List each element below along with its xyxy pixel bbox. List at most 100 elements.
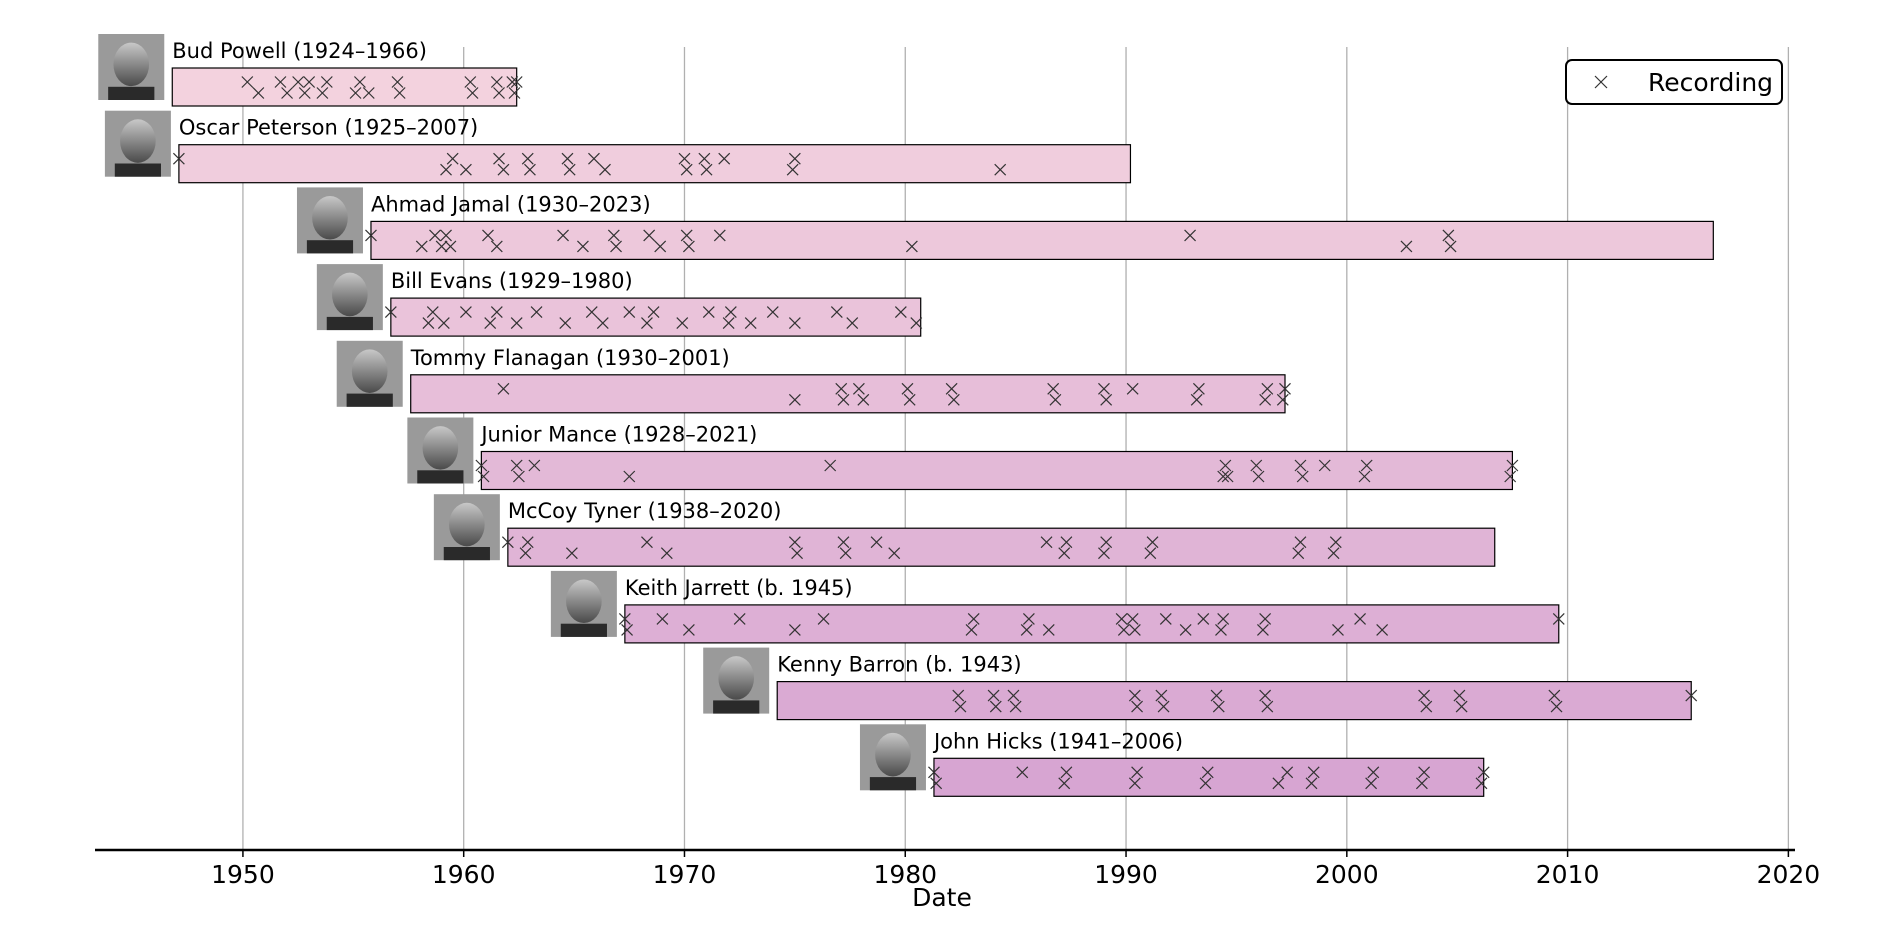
recording-marker — [384, 306, 397, 319]
x-tick-label: 1950 — [211, 860, 275, 889]
recording-marker — [444, 240, 457, 253]
recording-marker — [429, 229, 441, 242]
recording-marker — [484, 317, 497, 330]
recording-marker — [1685, 689, 1698, 702]
recording-marker — [1221, 470, 1234, 483]
recording-marker — [1128, 777, 1141, 790]
recording-marker — [508, 87, 521, 99]
recording-marker — [415, 240, 428, 253]
recording-marker — [788, 536, 801, 549]
x-tick-label: 1970 — [653, 860, 717, 889]
recording-marker — [718, 152, 731, 165]
recording-marker — [967, 612, 980, 625]
recording-marker — [1281, 766, 1294, 779]
recording-marker — [510, 317, 523, 330]
recording-marker — [1217, 612, 1230, 625]
recording-marker — [1548, 689, 1561, 702]
artist-label: Tommy Flanagan (1930–2001) — [410, 346, 730, 370]
recording-marker — [700, 163, 713, 176]
recording-marker — [493, 87, 505, 99]
recording-marker — [1400, 240, 1413, 253]
x-tick-label: 2020 — [1757, 860, 1821, 889]
recording-marker — [440, 229, 452, 242]
recording-marker — [477, 470, 490, 483]
legend-box — [1565, 59, 1783, 105]
artist-row: Tommy Flanagan (1930–2001) — [336, 340, 1291, 414]
recording-marker — [1455, 700, 1468, 713]
artist-bar — [171, 67, 518, 107]
recording-marker — [989, 700, 1002, 713]
recording-marker — [459, 306, 472, 319]
recording-marker — [702, 306, 715, 319]
recording-marker — [888, 547, 901, 560]
recording-marker — [172, 152, 185, 165]
recording-marker — [1128, 689, 1141, 702]
x-tick-label: 1990 — [1094, 860, 1158, 889]
x-tick-label: 2000 — [1315, 860, 1379, 889]
recording-marker — [435, 240, 448, 253]
recording-marker — [1453, 689, 1466, 702]
recording-marker — [1199, 777, 1212, 790]
recording-marker — [482, 229, 494, 242]
artist-row: Keith Jarrett (b. 1945) — [550, 570, 1565, 644]
recording-marker — [1060, 536, 1073, 549]
bud-powell-photo — [98, 34, 165, 100]
recording-marker — [1367, 766, 1380, 779]
recording-marker — [1552, 612, 1565, 625]
recording-marker — [1292, 547, 1305, 560]
recording-marker — [817, 612, 830, 625]
recording-marker — [766, 306, 779, 319]
recording-marker — [349, 87, 362, 99]
artist-label: Junior Mance (1928–2021) — [479, 423, 757, 447]
recording-marker — [744, 317, 757, 330]
recording-marker — [1261, 382, 1274, 395]
recording-marker — [680, 163, 693, 176]
artist-row: Kenny Barron (b. 1943) — [703, 647, 1698, 721]
recording-marker — [1098, 382, 1110, 395]
recording-marker — [1365, 777, 1378, 790]
recording-marker — [1256, 623, 1269, 636]
recording-marker — [1192, 382, 1205, 395]
recording-marker — [894, 306, 907, 319]
recording-marker — [1098, 547, 1110, 560]
x-tick-label: 1960 — [432, 860, 496, 889]
artist-row: Bud Powell (1924–1966) — [98, 34, 523, 107]
recording-marker — [493, 152, 505, 165]
recording-marker — [835, 382, 848, 395]
recording-marker — [676, 317, 689, 330]
recording-marker — [1276, 393, 1289, 406]
recording-marker — [1442, 229, 1455, 242]
recording-marker — [846, 317, 859, 330]
recording-marker — [365, 229, 377, 242]
recording-marker — [660, 547, 673, 560]
legend-label: Recording — [1648, 68, 1773, 97]
recording-marker — [1020, 623, 1033, 636]
recording-marker — [1418, 689, 1431, 702]
recording-marker — [1155, 689, 1168, 702]
artist-row: Bill Evans (1929–1980) — [316, 264, 923, 337]
recording-marker — [1016, 766, 1029, 779]
recording-marker — [512, 470, 525, 483]
recording-marker — [1100, 393, 1113, 406]
recording-marker — [588, 152, 600, 165]
recording-marker — [559, 317, 572, 330]
recording-marker — [930, 777, 943, 790]
recording-marker — [643, 229, 656, 242]
recording-marker — [1215, 623, 1227, 636]
recording-marker — [1115, 612, 1128, 625]
recording-marker — [320, 76, 333, 88]
recording-marker — [903, 393, 916, 406]
recording-marker — [561, 152, 574, 165]
recording-marker — [1252, 470, 1265, 483]
artist-label: Kenny Barron (b. 1943) — [777, 653, 1021, 677]
recording-marker — [585, 306, 598, 319]
recording-marker — [607, 229, 620, 242]
recording-marker — [1305, 777, 1318, 790]
artist-label: Keith Jarrett (b. 1945) — [625, 576, 853, 600]
recording-marker — [422, 317, 435, 330]
recording-marker — [1212, 700, 1225, 713]
recording-marker — [292, 76, 305, 88]
artist-label: Bud Powell (1924–1966) — [172, 39, 427, 63]
recording-marker — [1506, 459, 1519, 472]
recording-marker — [1259, 689, 1272, 702]
